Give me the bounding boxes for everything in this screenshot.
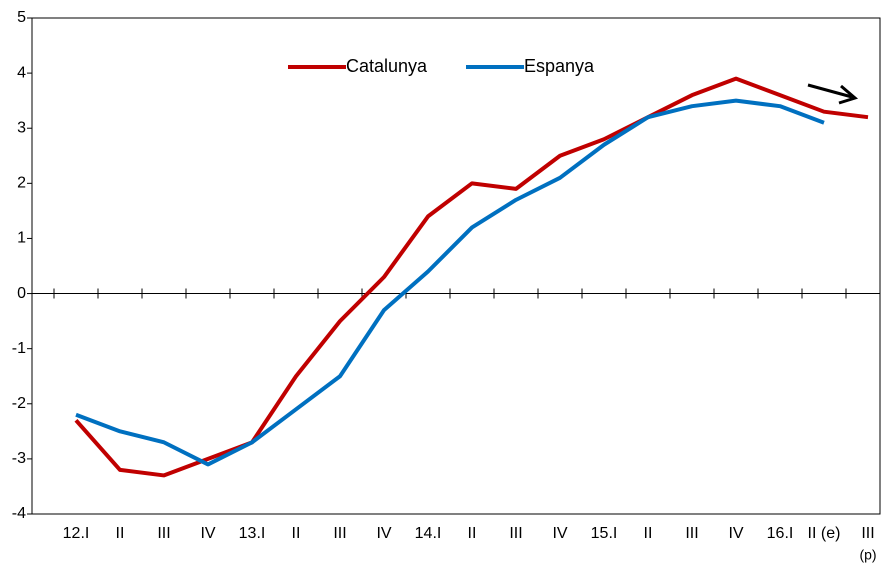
arrow-head	[838, 84, 859, 105]
plot-border	[31, 17, 881, 515]
y-tick-label: 4	[17, 64, 26, 81]
y-tick-label: -4	[12, 505, 26, 522]
x-note: (p)	[859, 547, 876, 563]
x-tick-label: 13.I	[239, 525, 266, 542]
x-tick-label: 16.I	[767, 525, 794, 542]
x-tick-label: 14.I	[415, 525, 442, 542]
x-tick-label: 15.I	[591, 525, 618, 542]
series-line	[75, 98, 825, 467]
x-tick-label: IV	[552, 525, 567, 542]
y-tick-label: -2	[12, 395, 26, 412]
x-tick-label: IV	[376, 525, 391, 542]
x-tick-label: II	[292, 525, 301, 542]
x-tick-label: II (e)	[808, 525, 841, 542]
y-tick-label: -1	[12, 340, 26, 357]
x-tick-label: 12.I	[63, 525, 90, 542]
y-tick-label: 5	[17, 9, 26, 26]
x-tick-label: II	[116, 525, 125, 542]
x-tick-label: III	[509, 525, 522, 542]
x-tick-label: II	[468, 525, 477, 542]
y-tick-label: -3	[12, 450, 26, 467]
x-tick-label: IV	[200, 525, 215, 542]
x-tick-label: III	[333, 525, 346, 542]
x-tick-label: IV	[728, 525, 743, 542]
y-tick-label: 1	[17, 230, 26, 247]
x-tick-label: III	[157, 525, 170, 542]
arrow	[807, 83, 853, 99]
x-tick-label: III	[685, 525, 698, 542]
y-tick-label: 3	[17, 119, 26, 136]
y-tick-label: 0	[17, 285, 26, 302]
legend-label: Catalunya	[346, 56, 428, 76]
legend-label: Espanya	[524, 56, 595, 76]
series-line	[74, 76, 869, 478]
x-tick-label: III	[861, 525, 874, 542]
y-tick-label: 2	[17, 175, 26, 192]
x-tick-label: II	[644, 525, 653, 542]
